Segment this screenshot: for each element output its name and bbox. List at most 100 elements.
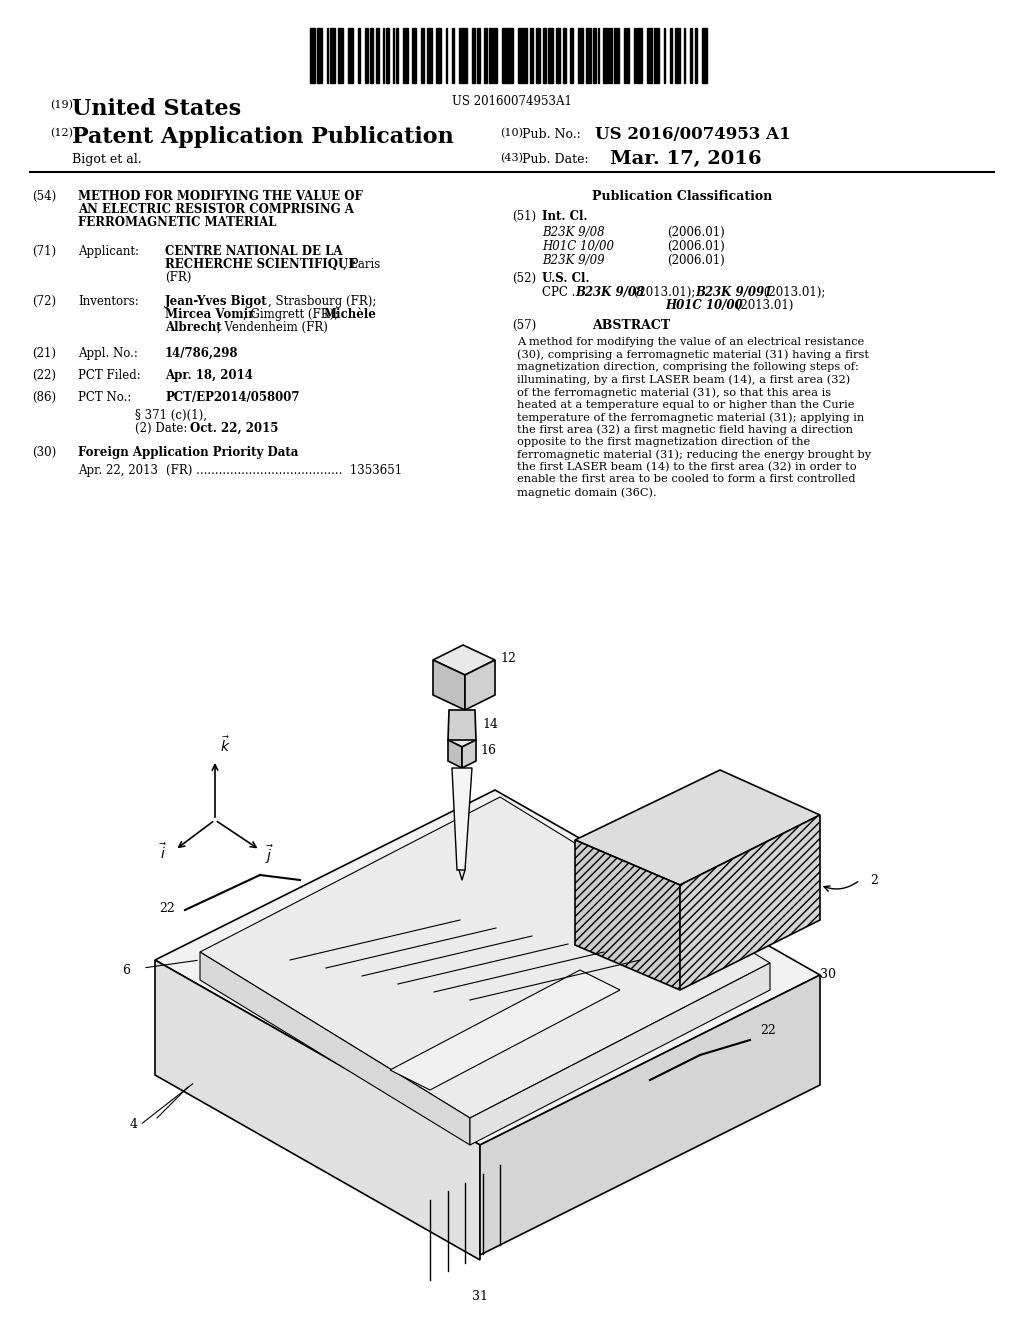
Bar xyxy=(427,28,432,83)
Bar xyxy=(653,28,658,83)
Text: Apr. 18, 2014: Apr. 18, 2014 xyxy=(165,370,253,381)
Text: Oct. 22, 2015: Oct. 22, 2015 xyxy=(190,422,279,436)
Text: of the ferromagnetic material (31), so that this area is: of the ferromagnetic material (31), so t… xyxy=(517,387,831,397)
Text: (FR) .......................................  1353651: (FR) ...................................… xyxy=(166,465,402,477)
Text: H01C 10/00: H01C 10/00 xyxy=(665,300,742,312)
Bar xyxy=(598,28,599,83)
Text: (30): (30) xyxy=(32,446,56,459)
Text: Pub. No.:: Pub. No.: xyxy=(522,128,581,141)
Text: US 20160074953A1: US 20160074953A1 xyxy=(452,95,572,108)
Text: Applicant:: Applicant: xyxy=(78,246,139,257)
Bar xyxy=(624,28,626,83)
Text: $\vec{i}$: $\vec{i}$ xyxy=(327,892,334,908)
Text: , Gimgrett (FR);: , Gimgrett (FR); xyxy=(243,308,342,321)
Text: B23K 9/09: B23K 9/09 xyxy=(542,253,604,267)
Bar xyxy=(609,28,612,83)
Bar xyxy=(578,28,583,83)
Bar xyxy=(477,28,480,83)
Bar xyxy=(518,28,521,83)
Text: (57): (57) xyxy=(512,319,537,333)
Text: 32: 32 xyxy=(380,949,396,961)
Polygon shape xyxy=(470,964,770,1144)
Text: CENTRE NATIONAL DE LA: CENTRE NATIONAL DE LA xyxy=(165,246,342,257)
Text: (71): (71) xyxy=(32,246,56,257)
Text: H01C 10/00: H01C 10/00 xyxy=(542,240,614,253)
Bar xyxy=(637,28,642,83)
Text: (12): (12) xyxy=(50,128,73,139)
Text: A method for modifying the value of an electrical resistance: A method for modifying the value of an e… xyxy=(517,337,864,347)
Text: 12: 12 xyxy=(500,652,516,664)
Text: RECHERCHE SCIENTIFIQUE: RECHERCHE SCIENTIFIQUE xyxy=(165,257,357,271)
Text: Bigot et al.: Bigot et al. xyxy=(72,153,141,166)
Text: magnetic domain (36C).: magnetic domain (36C). xyxy=(517,487,656,498)
Text: 4: 4 xyxy=(130,1118,138,1131)
Bar xyxy=(593,28,596,83)
Polygon shape xyxy=(480,975,820,1255)
Text: (22): (22) xyxy=(32,370,56,381)
Text: Appl. No.:: Appl. No.: xyxy=(78,347,138,360)
Text: (43): (43) xyxy=(500,153,523,164)
Bar xyxy=(617,28,620,83)
Text: Pub. Date:: Pub. Date: xyxy=(522,153,589,166)
Bar xyxy=(675,28,680,83)
Text: (54): (54) xyxy=(32,190,56,203)
Polygon shape xyxy=(200,797,770,1118)
Bar xyxy=(472,28,475,83)
Bar xyxy=(465,28,467,83)
Text: (30), comprising a ferromagnetic material (31) having a first: (30), comprising a ferromagnetic materia… xyxy=(517,350,869,360)
Bar xyxy=(701,28,707,83)
Text: (2013.01);: (2013.01); xyxy=(760,286,825,300)
Text: , Paris: , Paris xyxy=(343,257,380,271)
Bar xyxy=(684,28,685,83)
Polygon shape xyxy=(155,789,820,1144)
Bar xyxy=(569,28,572,83)
Bar xyxy=(310,28,315,83)
Polygon shape xyxy=(575,840,680,990)
Text: (2013.01): (2013.01) xyxy=(732,300,794,312)
Bar xyxy=(671,28,672,83)
Bar xyxy=(435,28,440,83)
Text: Apr. 22, 2013: Apr. 22, 2013 xyxy=(78,465,158,477)
Text: FERROMAGNETIC MATERIAL: FERROMAGNETIC MATERIAL xyxy=(78,216,276,228)
Text: 18: 18 xyxy=(768,843,784,857)
Polygon shape xyxy=(449,733,476,747)
Text: B23K 9/08: B23K 9/08 xyxy=(575,286,644,300)
Text: magnetization direction, comprising the following steps of:: magnetization direction, comprising the … xyxy=(517,362,859,372)
Text: PCT No.:: PCT No.: xyxy=(78,391,131,404)
Bar xyxy=(402,28,408,83)
Bar xyxy=(383,28,384,83)
Text: $\vec{i}$: $\vec{i}$ xyxy=(159,842,167,862)
Text: METHOD FOR MODIFYING THE VALUE OF: METHOD FOR MODIFYING THE VALUE OF xyxy=(78,190,362,203)
Text: Albrecht: Albrecht xyxy=(165,321,221,334)
Bar xyxy=(556,28,559,83)
Polygon shape xyxy=(462,741,476,768)
Text: illuminating, by a first LASER beam (14), a first area (32): illuminating, by a first LASER beam (14)… xyxy=(517,375,850,385)
Text: 22: 22 xyxy=(760,1023,776,1036)
Bar xyxy=(386,28,389,83)
Text: Foreign Application Priority Data: Foreign Application Priority Data xyxy=(78,446,298,459)
Text: Publication Classification: Publication Classification xyxy=(592,190,772,203)
Polygon shape xyxy=(465,660,495,710)
Bar xyxy=(695,28,696,83)
Text: B23K 9/091: B23K 9/091 xyxy=(695,286,772,300)
Bar xyxy=(586,28,591,83)
Bar xyxy=(494,28,497,83)
Bar xyxy=(628,28,629,83)
Text: (10): (10) xyxy=(500,128,523,139)
Text: 31: 31 xyxy=(472,1290,488,1303)
Text: enable the first area to be cooled to form a first controlled: enable the first area to be cooled to fo… xyxy=(517,474,855,484)
Text: the first LASER beam (14) to the first area (32) in order to: the first LASER beam (14) to the first a… xyxy=(517,462,857,473)
Text: Mar. 17, 2016: Mar. 17, 2016 xyxy=(610,150,762,168)
Text: Patent Application Publication: Patent Application Publication xyxy=(72,125,454,148)
Text: (FR): (FR) xyxy=(165,271,191,284)
Text: $\vec{k}$: $\vec{k}$ xyxy=(220,735,230,755)
Bar xyxy=(358,28,359,83)
Bar xyxy=(502,28,507,83)
Text: (21): (21) xyxy=(32,347,56,360)
Text: the first area (32) a first magnetic field having a direction: the first area (32) a first magnetic fie… xyxy=(517,425,853,436)
Bar xyxy=(396,28,397,83)
Text: Inventors:: Inventors: xyxy=(78,294,138,308)
Polygon shape xyxy=(575,770,820,884)
Bar xyxy=(392,28,394,83)
Bar xyxy=(376,28,380,83)
